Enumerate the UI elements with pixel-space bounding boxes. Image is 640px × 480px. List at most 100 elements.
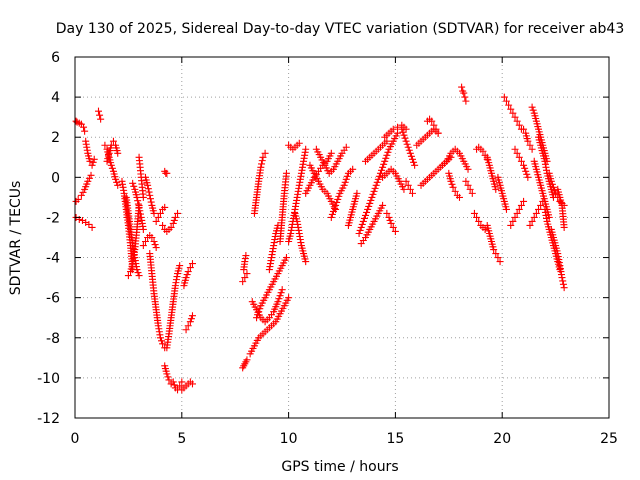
data-point bbox=[171, 213, 179, 221]
x-tick-labels: 0 5 10 15 20 25 bbox=[71, 431, 618, 447]
data-point bbox=[492, 250, 500, 258]
data-point bbox=[507, 105, 515, 113]
data-point bbox=[405, 146, 413, 154]
data-point bbox=[178, 378, 186, 386]
data-point bbox=[159, 221, 167, 229]
x-tick-label: 10 bbox=[280, 431, 298, 447]
data-point bbox=[494, 254, 502, 262]
data-point bbox=[255, 308, 263, 316]
y-tick-label: -8 bbox=[46, 331, 60, 347]
y-tick-label: -12 bbox=[37, 411, 60, 427]
data-point bbox=[327, 149, 335, 157]
data-point bbox=[150, 238, 158, 246]
data-point bbox=[378, 166, 386, 174]
data-point bbox=[170, 216, 178, 224]
data-point bbox=[398, 125, 406, 133]
data-point bbox=[559, 280, 567, 288]
data-point bbox=[130, 182, 138, 190]
data-point bbox=[174, 209, 182, 217]
data-point bbox=[549, 183, 557, 191]
data-point bbox=[492, 185, 500, 193]
data-point bbox=[81, 127, 89, 135]
data-point bbox=[410, 158, 418, 166]
data-point bbox=[144, 181, 152, 189]
data-point bbox=[188, 380, 196, 388]
data-point bbox=[133, 266, 141, 274]
data-point bbox=[434, 129, 442, 137]
data-point bbox=[511, 113, 519, 121]
data-point bbox=[114, 181, 122, 189]
data-point bbox=[274, 298, 282, 306]
data-point bbox=[382, 154, 390, 162]
data-point bbox=[77, 191, 85, 199]
data-point bbox=[88, 161, 96, 169]
data-point bbox=[327, 213, 335, 221]
data-point bbox=[451, 187, 459, 195]
y-tick-labels: -12 -10 -8 -6 -4 -2 0 2 4 6 bbox=[37, 50, 60, 427]
data-point bbox=[188, 260, 196, 268]
data-point bbox=[184, 322, 192, 330]
data-point bbox=[282, 254, 290, 262]
data-point bbox=[389, 223, 397, 231]
data-point bbox=[176, 262, 184, 270]
data-point bbox=[242, 252, 250, 260]
data-point bbox=[511, 213, 519, 221]
data-point bbox=[328, 210, 336, 218]
data-point bbox=[186, 264, 194, 272]
data-point bbox=[367, 196, 375, 204]
data-point bbox=[184, 268, 192, 276]
data-point bbox=[394, 129, 402, 137]
data-point bbox=[520, 125, 528, 133]
data-point bbox=[532, 209, 540, 217]
data-point bbox=[74, 195, 82, 203]
data-point bbox=[241, 274, 249, 282]
data-point bbox=[146, 195, 154, 203]
data-point bbox=[335, 192, 343, 200]
data-point bbox=[524, 173, 532, 181]
data-point bbox=[528, 217, 536, 225]
data-point bbox=[505, 101, 513, 109]
data-point bbox=[466, 185, 474, 193]
data-point bbox=[133, 193, 141, 201]
data-point bbox=[85, 220, 93, 228]
data-point bbox=[277, 289, 285, 297]
data-point bbox=[369, 190, 377, 198]
data-point bbox=[558, 274, 566, 282]
data-point bbox=[455, 193, 463, 201]
data-point bbox=[470, 209, 478, 217]
data-point bbox=[551, 186, 559, 194]
data-point bbox=[163, 370, 171, 378]
data-point bbox=[479, 147, 487, 155]
data-point bbox=[349, 165, 357, 173]
data-point bbox=[148, 234, 156, 241]
data-point bbox=[381, 157, 389, 165]
data-point bbox=[475, 217, 483, 225]
data-point bbox=[302, 145, 310, 153]
data-point bbox=[169, 378, 177, 386]
data-point bbox=[379, 163, 387, 171]
data-point bbox=[257, 163, 265, 171]
x-tick-label: 15 bbox=[386, 431, 404, 447]
data-point bbox=[134, 269, 142, 277]
data-point bbox=[389, 125, 397, 133]
data-point bbox=[187, 315, 195, 323]
data-point bbox=[96, 111, 104, 119]
data-point bbox=[360, 214, 368, 222]
x-tick-label: 0 bbox=[71, 431, 80, 447]
data-point bbox=[361, 211, 369, 219]
data-point bbox=[113, 178, 121, 186]
data-point bbox=[408, 189, 416, 197]
y-tick-label: 2 bbox=[51, 130, 60, 146]
data-point bbox=[447, 177, 455, 185]
data-point bbox=[282, 169, 290, 177]
data-point bbox=[380, 160, 388, 168]
data-point bbox=[375, 172, 383, 180]
data-point bbox=[363, 208, 371, 216]
data-point bbox=[432, 125, 440, 133]
data-point bbox=[522, 167, 530, 175]
data-points bbox=[72, 83, 568, 394]
data-point bbox=[403, 140, 411, 148]
data-point bbox=[139, 242, 147, 250]
data-point bbox=[365, 202, 373, 210]
data-point bbox=[159, 340, 167, 348]
